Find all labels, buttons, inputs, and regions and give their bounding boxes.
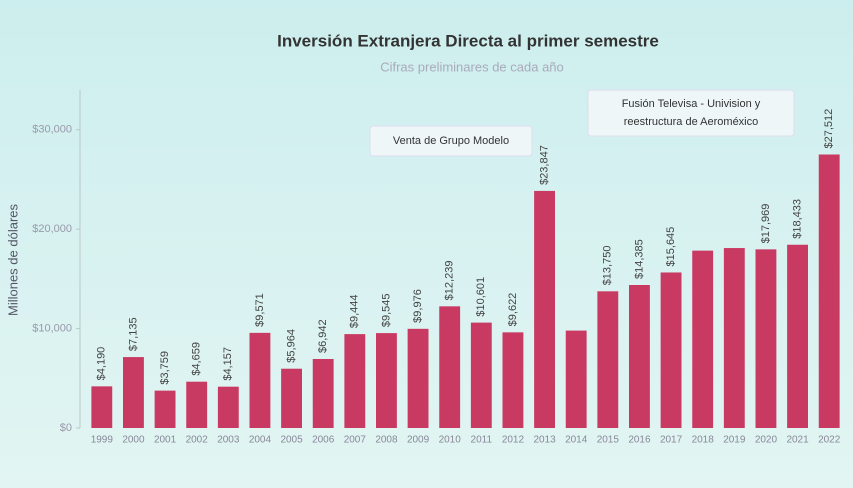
x-tick-label: 2019 bbox=[723, 435, 746, 446]
bar bbox=[629, 284, 650, 428]
value-label: $18,433 bbox=[791, 199, 803, 239]
x-tick-label: 2008 bbox=[375, 435, 398, 446]
bar bbox=[597, 291, 619, 428]
x-tick-label: 2005 bbox=[280, 435, 303, 446]
x-tick-label: 2011 bbox=[471, 435, 493, 446]
bar bbox=[123, 357, 144, 428]
bar bbox=[376, 333, 397, 428]
bar bbox=[755, 249, 777, 428]
value-label: $17,969 bbox=[760, 204, 772, 244]
value-label: $9,444 bbox=[349, 294, 361, 328]
y-tick-label: $10,000 bbox=[32, 322, 72, 334]
bar bbox=[470, 322, 492, 428]
bar bbox=[502, 332, 524, 428]
value-label: $7,135 bbox=[127, 317, 139, 351]
bar bbox=[787, 244, 808, 428]
value-label: $9,976 bbox=[412, 289, 424, 323]
value-label: $10,601 bbox=[475, 277, 487, 317]
x-tick-label: 2021 bbox=[786, 435, 809, 446]
x-tick-label: 2006 bbox=[312, 435, 335, 446]
bar bbox=[344, 334, 366, 428]
value-label: $6,942 bbox=[317, 319, 329, 353]
bar bbox=[407, 328, 429, 428]
chart-title: Inversión Extranjera Directa al primer s… bbox=[277, 31, 659, 50]
value-label: $12,239 bbox=[444, 261, 456, 301]
bar bbox=[312, 358, 334, 428]
annotation-box bbox=[587, 89, 795, 137]
x-tick-label: 2012 bbox=[502, 435, 525, 446]
y-tick-label: $20,000 bbox=[32, 223, 72, 235]
bar bbox=[818, 154, 840, 428]
x-tick-label: 2002 bbox=[186, 435, 209, 446]
y-tick-label: $30,000 bbox=[32, 124, 72, 136]
annotation-text: Venta de Grupo Modelo bbox=[393, 135, 509, 147]
value-label: $4,190 bbox=[96, 347, 108, 381]
bar bbox=[154, 390, 176, 428]
x-tick-label: 2016 bbox=[628, 435, 651, 446]
x-tick-label: 2013 bbox=[533, 435, 556, 446]
x-tick-label: 2001 bbox=[154, 435, 177, 446]
x-tick-label: 2020 bbox=[755, 435, 778, 446]
x-tick-label: 2017 bbox=[660, 435, 683, 446]
value-label: $14,385 bbox=[633, 239, 645, 279]
x-tick-label: 2009 bbox=[407, 435, 430, 446]
bar bbox=[723, 248, 745, 428]
bar bbox=[439, 306, 461, 428]
bar bbox=[249, 332, 271, 428]
annotation-text: Fusión Televisa - Univision y bbox=[622, 98, 761, 110]
bar bbox=[565, 330, 587, 428]
y-axis-label: Millones de dólares bbox=[5, 204, 20, 317]
x-tick-label: 2018 bbox=[692, 435, 715, 446]
annotation-box bbox=[369, 125, 533, 157]
bar bbox=[534, 190, 555, 428]
x-tick-label: 1999 bbox=[91, 435, 114, 446]
x-tick-label: 2014 bbox=[565, 435, 588, 446]
x-tick-label: 2000 bbox=[122, 435, 145, 446]
bar bbox=[91, 386, 113, 428]
bar bbox=[217, 386, 239, 428]
x-tick-label: 2003 bbox=[217, 435, 240, 446]
value-label: $9,622 bbox=[507, 293, 519, 327]
value-label: $4,659 bbox=[191, 342, 203, 376]
bar bbox=[660, 272, 682, 428]
bar bbox=[186, 381, 208, 428]
x-tick-label: 2010 bbox=[439, 435, 462, 446]
x-tick-label: 2004 bbox=[249, 435, 272, 446]
value-label: $27,512 bbox=[823, 109, 835, 149]
value-label: $5,964 bbox=[285, 329, 297, 363]
value-label: $9,571 bbox=[254, 293, 266, 327]
x-tick-label: 2007 bbox=[344, 435, 367, 446]
value-label: $15,645 bbox=[665, 227, 677, 267]
bar bbox=[692, 250, 714, 428]
chart-subtitle: Cifras preliminares de cada año bbox=[380, 59, 564, 74]
y-tick-label: $0 bbox=[60, 422, 72, 434]
x-tick-label: 2022 bbox=[818, 435, 841, 446]
x-tick-label: 2015 bbox=[597, 435, 620, 446]
value-label: $3,759 bbox=[159, 351, 171, 385]
annotation-text: reestructura de Aeroméxico bbox=[624, 116, 759, 128]
value-label: $23,847 bbox=[538, 145, 550, 185]
bar bbox=[281, 368, 302, 428]
value-label: $13,750 bbox=[602, 246, 614, 286]
value-label: $9,545 bbox=[380, 293, 392, 327]
value-label: $4,157 bbox=[222, 347, 234, 381]
